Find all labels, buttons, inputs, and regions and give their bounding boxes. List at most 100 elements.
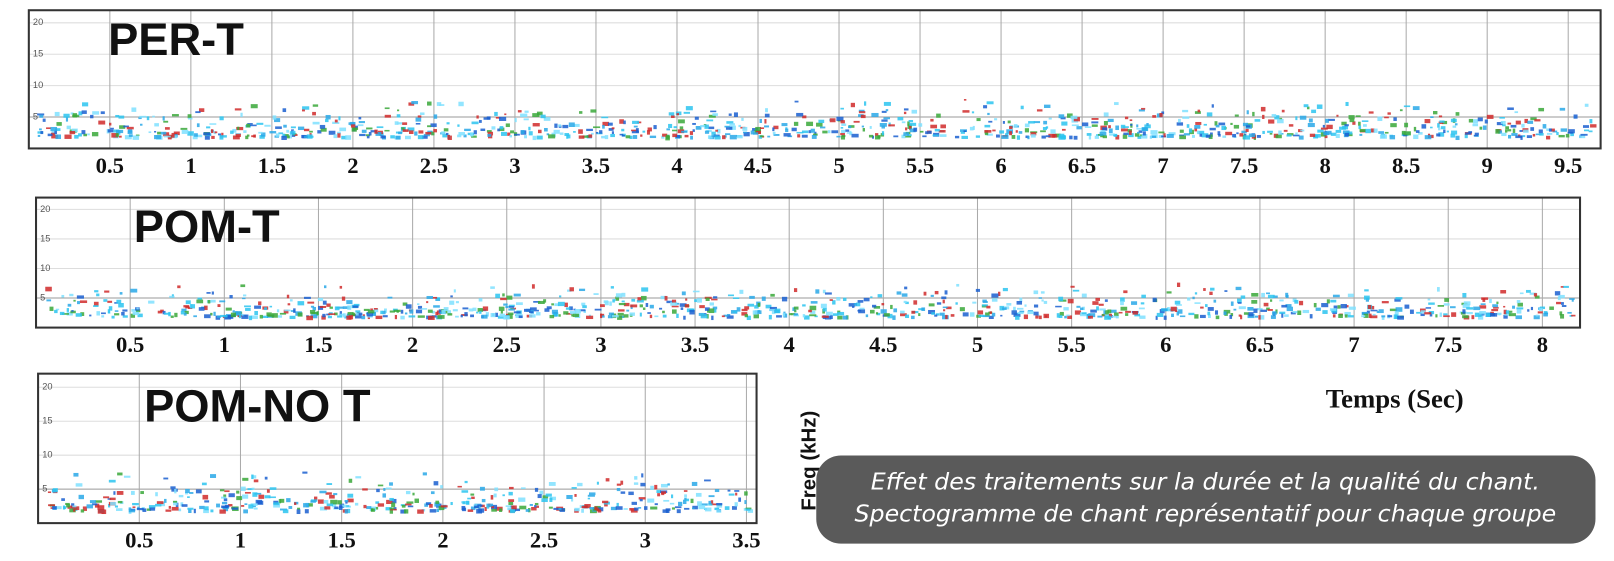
spectrogram-blob (564, 302, 568, 308)
spectrogram-blob (131, 309, 139, 312)
spectrogram-blob (1394, 298, 1401, 302)
spectrogram-blob (995, 134, 1000, 138)
spectrogram-blob (608, 122, 613, 126)
spectrogram-blob (1359, 128, 1366, 133)
x-tick-label: 3.5 (582, 153, 610, 178)
spectrogram-blob (312, 104, 319, 107)
plot-area (28, 10, 1601, 149)
spectrogram-blob (709, 302, 715, 306)
spectrogram-blob (781, 296, 788, 302)
spectrogram-blob (457, 134, 462, 138)
spectrogram-blob (1330, 132, 1337, 136)
spectrogram-blob (743, 132, 750, 137)
spectrogram-blob (286, 129, 290, 133)
spectrogram-blob (558, 124, 562, 127)
x-tick-label: 6.5 (1068, 153, 1096, 178)
spectrogram-blob (586, 315, 594, 320)
spectrogram-blob (1338, 313, 1343, 318)
spectrogram-blob (248, 315, 253, 321)
spectrogram-blob (904, 286, 908, 290)
spectrogram-blob (1479, 305, 1487, 309)
spectrogram-blob (645, 303, 649, 307)
spectrogram-blob (319, 305, 327, 308)
spectrogram-blob (338, 313, 345, 316)
spectrogram-blob (508, 499, 515, 502)
spectrogram-blob (198, 108, 205, 112)
spectrogram-blob (1534, 295, 1540, 299)
spectrogram-blob (407, 127, 415, 132)
spectrogram-blob (500, 310, 503, 314)
spectrogram-blob (802, 314, 806, 318)
spectrogram-blob (928, 130, 932, 134)
spectrogram-blob (528, 311, 534, 314)
spectrogram-blob (438, 309, 442, 313)
spectrogram-blob (608, 128, 614, 131)
spectrogram-blob (1370, 315, 1378, 319)
spectrogram-blob (857, 309, 862, 312)
spectrogram-blob (536, 309, 539, 312)
spectrogram-blob (288, 506, 293, 509)
spectrogram-blob (911, 109, 918, 114)
spectrogram-blob (840, 120, 845, 124)
spectrogram-blob (1437, 305, 1445, 307)
spectrogram-blob (441, 309, 446, 315)
spectrogram-blob (963, 130, 967, 133)
spectrogram-blob (1091, 118, 1099, 120)
spectrogram-blob (1120, 297, 1125, 302)
spectrogram-blob (192, 135, 198, 140)
spectrogram-blob (461, 490, 469, 493)
spectrogram-blob (486, 506, 490, 509)
caption-line: Effet des traitements sur la durée et la… (871, 468, 1540, 496)
spectrogram-blob (855, 302, 861, 307)
spectrogram-blob (79, 300, 88, 304)
spectrogram-blob (597, 509, 602, 513)
spectrogram-blob (136, 309, 141, 313)
spectrogram-blob (900, 310, 905, 314)
x-tick-label: 7.5 (1434, 332, 1462, 357)
spectrogram-blob (1188, 128, 1193, 133)
spectrogram-blob (250, 503, 258, 506)
spectrogram-blob (635, 128, 639, 133)
spectrogram-blob (160, 501, 166, 507)
spectrogram-blob (149, 507, 156, 511)
spectrogram-blob (548, 506, 553, 509)
spectrogram-blob (1224, 290, 1228, 292)
spectrogram-blob (783, 133, 791, 137)
spectrogram-blob (503, 315, 510, 320)
spectrogram-blob (37, 134, 41, 137)
spectrogram-blob (228, 493, 235, 498)
spectrogram-blob (604, 135, 609, 140)
spectrogram-blob (569, 306, 573, 311)
spectrogram-blob (1495, 129, 1500, 134)
spectrogram-blob (1214, 310, 1219, 315)
spectrogram-blob (370, 130, 378, 133)
spectrogram-blob (682, 499, 687, 505)
spectrogram-blob (254, 310, 258, 316)
spectrogram-blob (71, 128, 78, 133)
plot-area (38, 373, 757, 524)
spectrogram-blob (206, 292, 211, 294)
spectrogram-blob (1344, 132, 1350, 137)
spectrogram-blob (69, 293, 74, 297)
spectrogram-blob (715, 129, 719, 132)
spectrogram-blob (1309, 133, 1316, 137)
spectrogram-blob (390, 508, 397, 511)
spectrogram-blob (603, 300, 609, 304)
spectrogram-blob (1041, 299, 1044, 302)
spectrogram-blob (618, 309, 625, 312)
spectrogram-blob (361, 129, 367, 133)
spectrogram-blob (794, 100, 799, 103)
spectrogram-blob (1452, 125, 1457, 128)
spectrogram-blob (741, 117, 744, 121)
spectrogram-blob (1313, 302, 1317, 308)
spectrogram-blob (100, 111, 105, 115)
spectrogram-blob (366, 135, 370, 139)
spectrogram-blob (713, 308, 717, 313)
spectrogram-blob (490, 495, 494, 500)
spectrogram-blob (346, 505, 350, 507)
spectrogram-blob (1474, 132, 1479, 136)
spectrogram-blob (1230, 301, 1234, 306)
spectrogram-blob (339, 285, 343, 289)
spectrogram-blob (1163, 315, 1167, 320)
spectrogram-blob (783, 313, 788, 318)
